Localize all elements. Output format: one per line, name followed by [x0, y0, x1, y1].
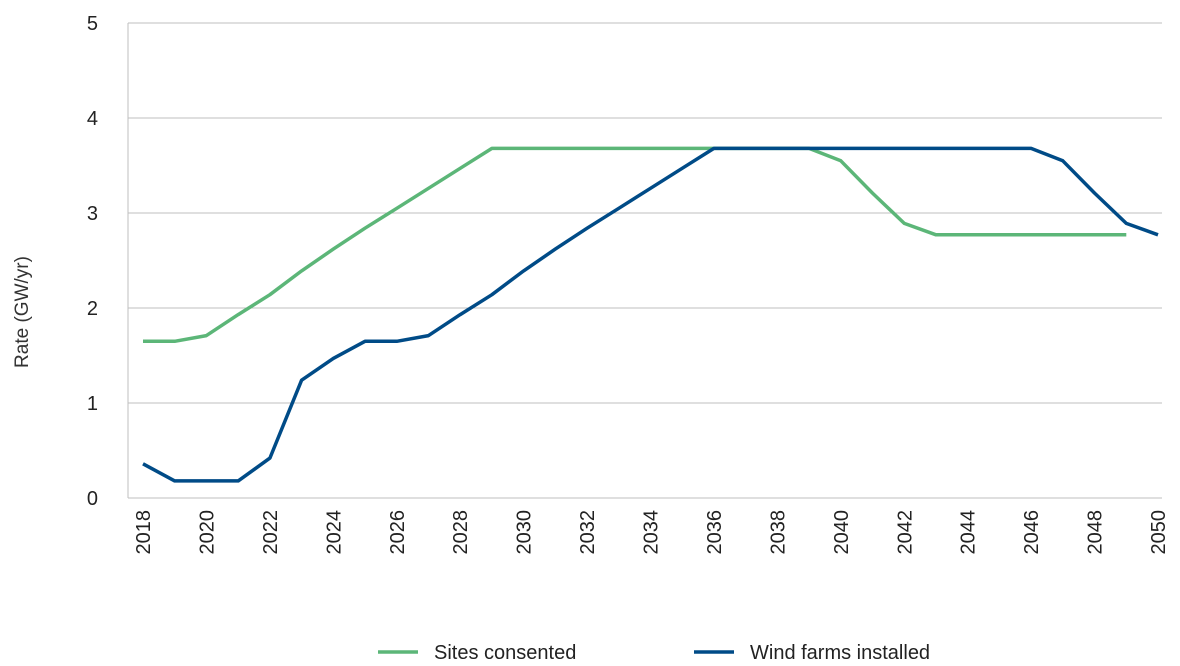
x-tick-2046: 2046 — [1021, 510, 1043, 555]
x-tick-2020: 2020 — [196, 510, 218, 555]
x-tick-2022: 2022 — [260, 510, 282, 555]
x-tick-2038: 2038 — [767, 510, 789, 555]
x-tick-2026: 2026 — [387, 510, 409, 555]
x-tick-2018: 2018 — [133, 510, 155, 555]
y-tick-labels: 0 1 2 3 4 5 — [87, 13, 98, 510]
y-tick-0: 0 — [87, 488, 98, 510]
x-tick-2034: 2034 — [641, 510, 663, 555]
x-tick-2024: 2024 — [323, 510, 345, 555]
x-tick-2050: 2050 — [1148, 510, 1170, 555]
y-tick-3: 3 — [87, 203, 98, 225]
y-tick-2: 2 — [87, 298, 98, 320]
y-tick-1: 1 — [87, 393, 98, 415]
x-tick-2040: 2040 — [831, 510, 853, 555]
legend: Sites consented Wind farms installed — [378, 642, 930, 664]
y-tick-4: 4 — [87, 108, 98, 130]
y-tick-5: 5 — [87, 13, 98, 35]
series-lines — [142, 146, 1159, 483]
x-tick-2028: 2028 — [450, 510, 472, 555]
x-tick-2030: 2030 — [514, 510, 536, 555]
x-tick-2042: 2042 — [894, 510, 916, 555]
axes — [127, 23, 1162, 499]
x-tick-2048: 2048 — [1085, 510, 1107, 555]
x-tick-2032: 2032 — [577, 510, 599, 555]
series-line-2 — [142, 146, 1159, 483]
x-tick-2044: 2044 — [958, 510, 980, 555]
y-axis-title: Rate (GW/yr) — [12, 256, 33, 368]
legend-label-1: Sites consented — [434, 642, 576, 664]
gridlines — [128, 22, 1162, 404]
legend-label-2: Wind farms installed — [750, 642, 930, 664]
x-tick-2036: 2036 — [704, 510, 726, 555]
x-tick-labels: 2018 2020 2022 2024 2026 2028 2030 2032 2034 2036… — [133, 510, 1170, 555]
series-line-1 — [143, 146, 1127, 344]
